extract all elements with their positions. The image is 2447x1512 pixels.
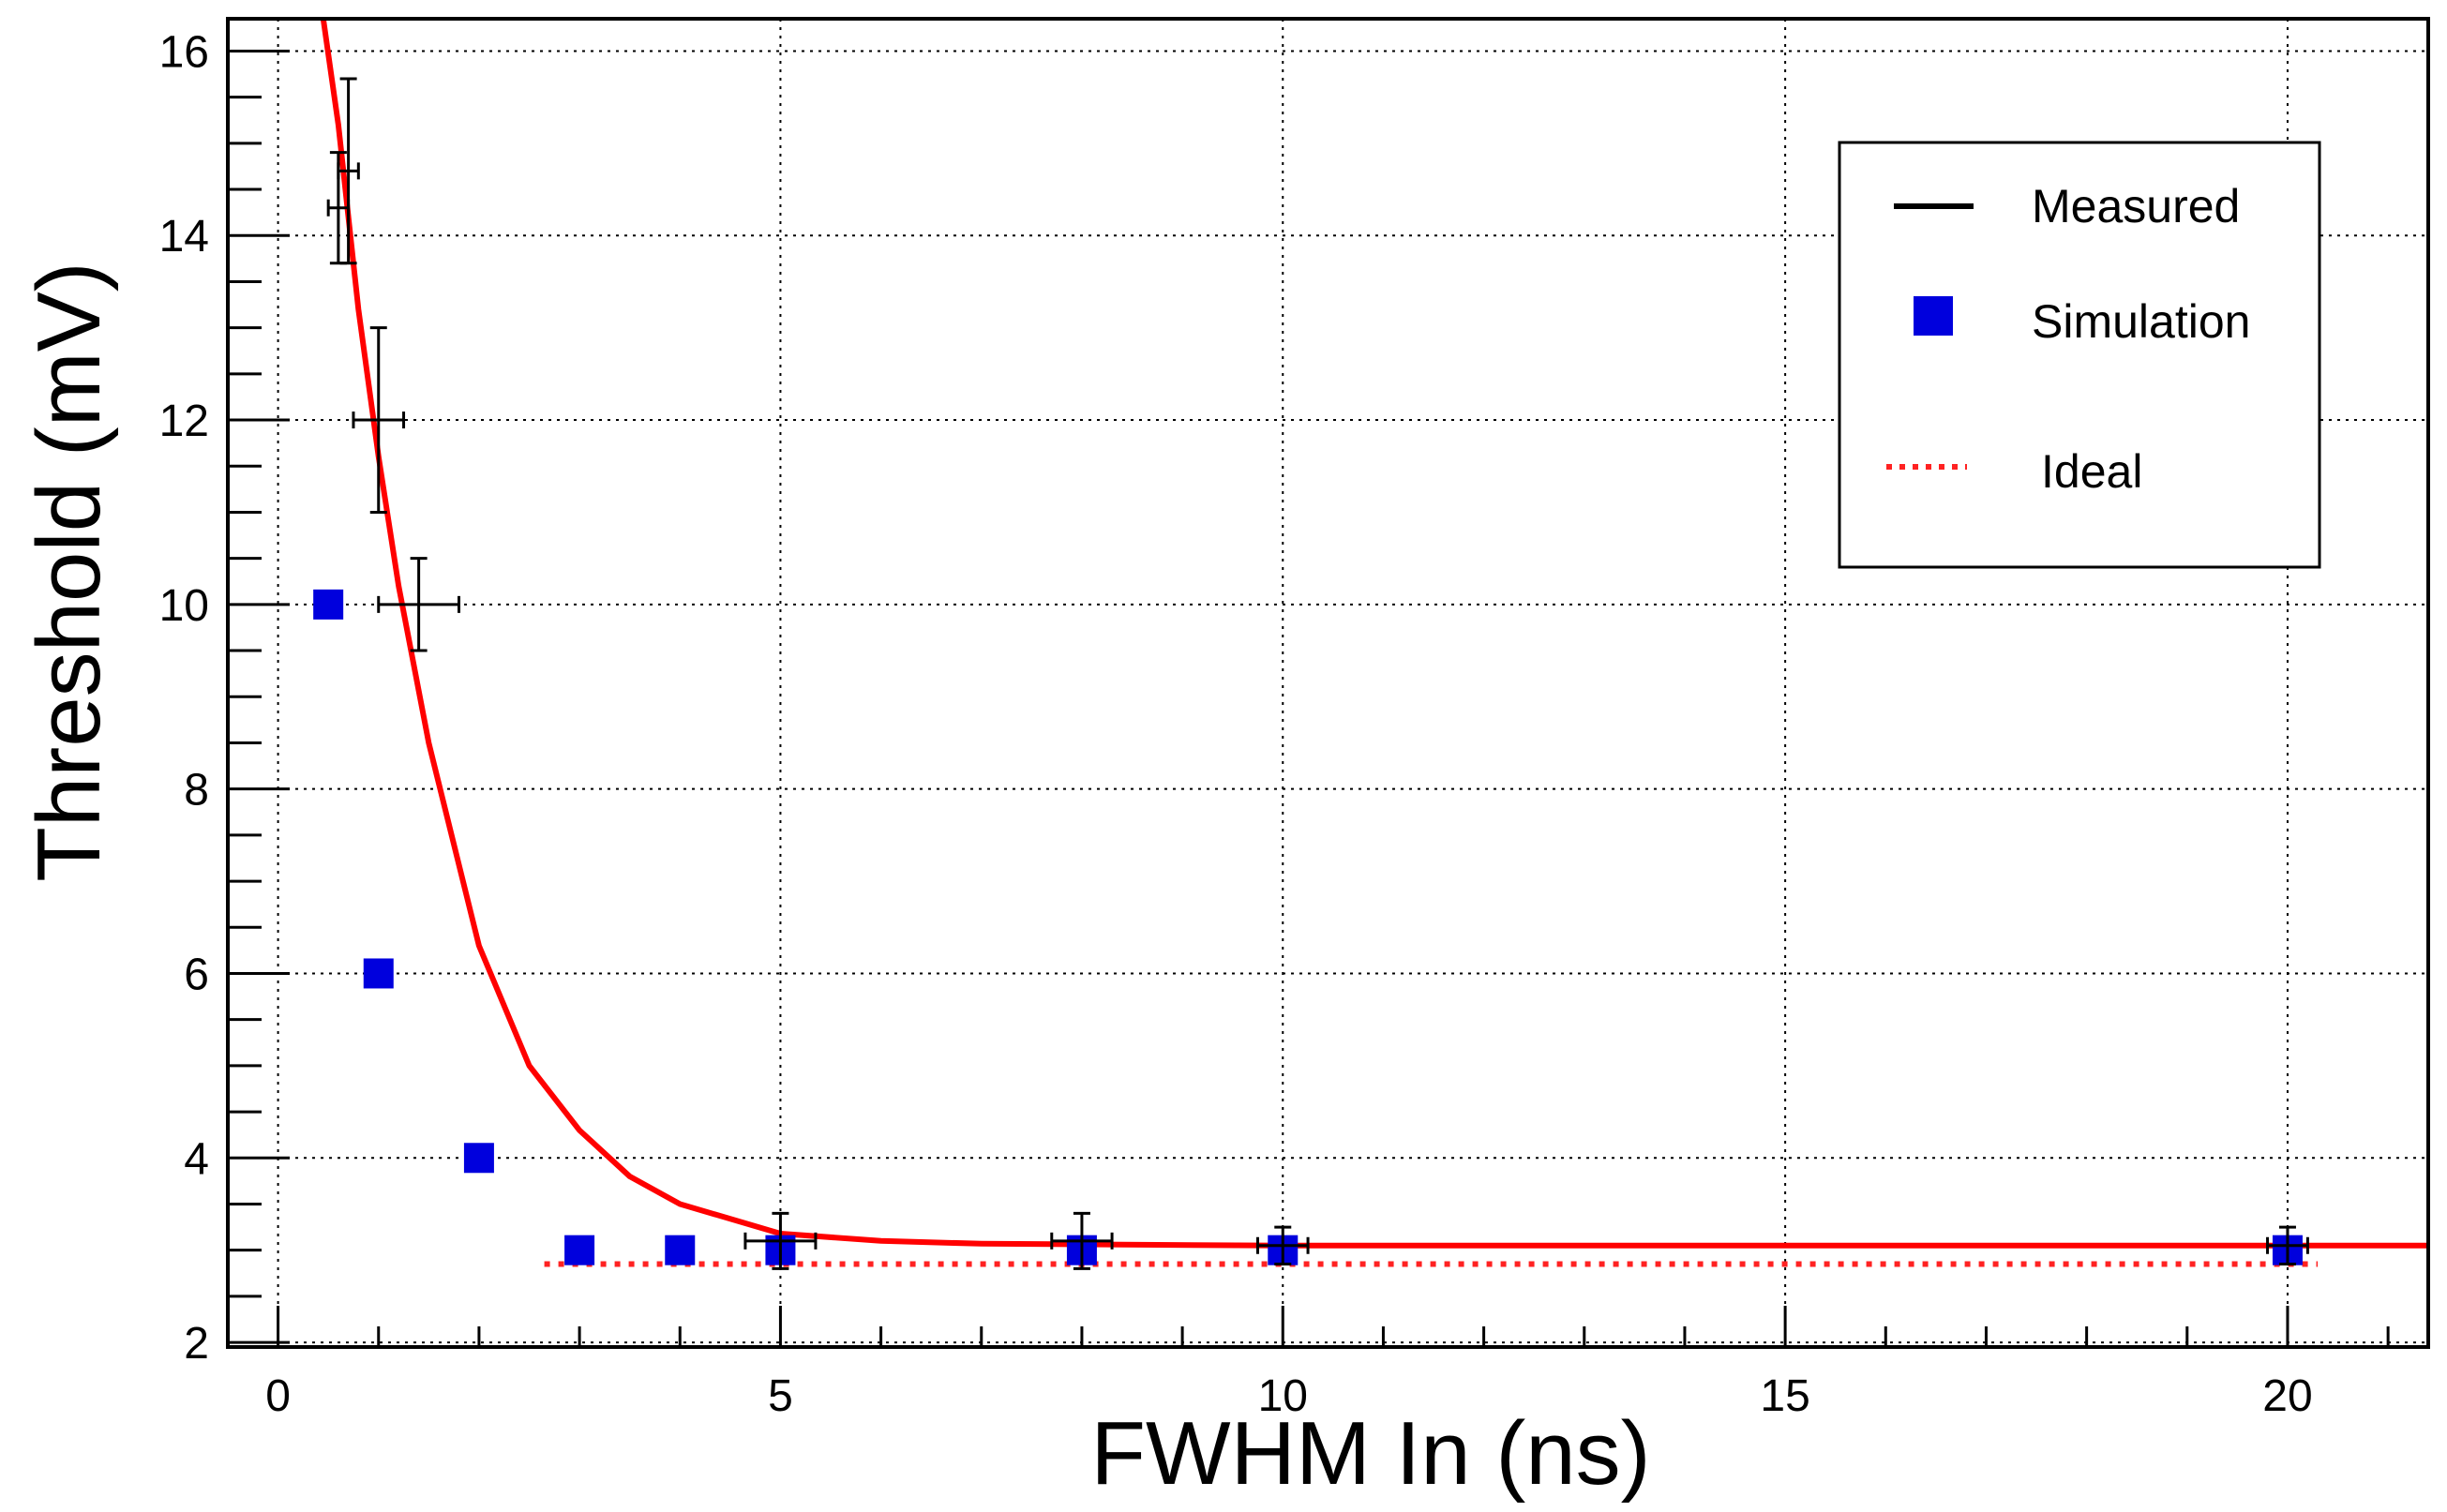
y-tick-label: 10 [159, 581, 209, 631]
y-tick-label: 6 [184, 950, 209, 999]
simulation-marker [463, 1143, 494, 1174]
x-axis-title: FWHM In (ns) [1090, 1403, 1650, 1504]
y-axis-title: Threshold (mV) [19, 262, 119, 882]
y-tick-label: 8 [184, 766, 209, 816]
y-tick-label: 2 [184, 1319, 209, 1369]
x-tick-label: 0 [265, 1371, 291, 1421]
simulation-marker [313, 589, 344, 620]
tick-labels: 0 5 10 15 20 2 4 6 8 10 12 14 16 [159, 27, 2313, 1421]
legend-ideal-label: Ideal [2041, 445, 2142, 498]
legend-simulation-marker [1914, 296, 1953, 336]
legend-simulation-label: Simulation [2032, 295, 2250, 348]
y-tick-label: 12 [159, 397, 209, 446]
y-tick-label: 4 [184, 1134, 209, 1184]
simulation-marker [564, 1235, 595, 1265]
axis-ticks [228, 49, 2390, 1347]
plot-frame [226, 17, 2430, 1349]
x-tick-label: 15 [1760, 1371, 1809, 1421]
fit-curve-line [320, 18, 2428, 1249]
legend: Measured Simulation Ideal [1838, 141, 2321, 569]
x-tick-label: 20 [2262, 1371, 2312, 1421]
y-tick-label: 14 [159, 212, 209, 262]
legend-measured-label: Measured [2032, 180, 2240, 232]
y-tick-label: 16 [159, 27, 209, 77]
plot-data [313, 18, 2428, 1270]
simulation-marker [665, 1235, 696, 1265]
simulation-marker [363, 958, 394, 989]
x-tick-label: 5 [768, 1371, 793, 1421]
legend-box [1838, 141, 2321, 569]
x-tick-label: 10 [1258, 1371, 1308, 1421]
